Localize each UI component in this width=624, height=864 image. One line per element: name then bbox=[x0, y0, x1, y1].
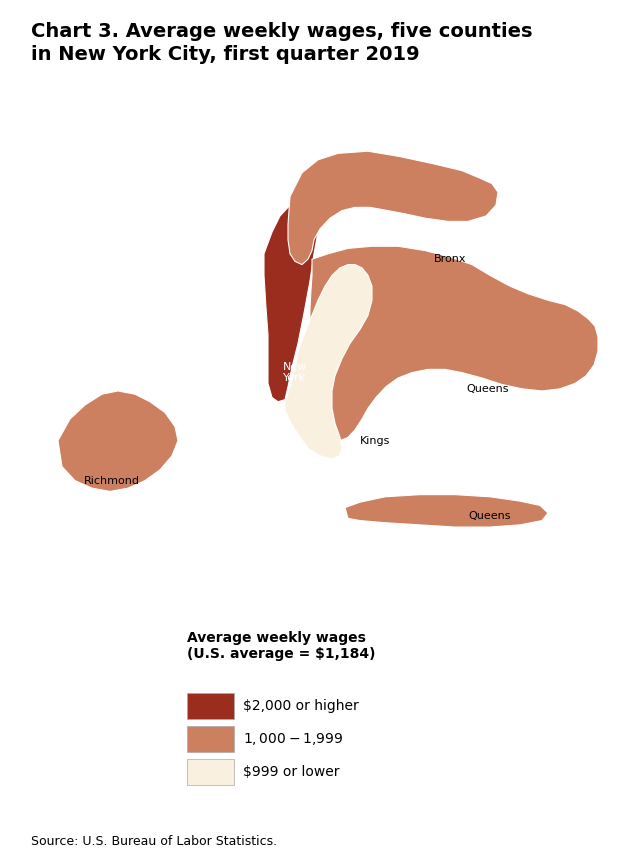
Text: $999 or lower: $999 or lower bbox=[243, 765, 340, 778]
Polygon shape bbox=[58, 391, 178, 492]
Text: Queens: Queens bbox=[469, 511, 511, 521]
Polygon shape bbox=[264, 200, 318, 402]
Text: $1,000 - $1,999: $1,000 - $1,999 bbox=[243, 731, 344, 746]
Polygon shape bbox=[288, 151, 498, 264]
Text: New
York: New York bbox=[283, 362, 307, 384]
Text: Chart 3. Average weekly wages, five counties
in New York City, first quarter 201: Chart 3. Average weekly wages, five coun… bbox=[31, 22, 533, 64]
Text: Kings: Kings bbox=[360, 435, 390, 446]
Text: $2,000 or higher: $2,000 or higher bbox=[243, 699, 359, 713]
Polygon shape bbox=[285, 264, 372, 459]
Text: Average weekly wages
(U.S. average = $1,184): Average weekly wages (U.S. average = $1,… bbox=[187, 631, 376, 661]
Text: Queens: Queens bbox=[467, 384, 509, 394]
Polygon shape bbox=[310, 246, 598, 441]
Text: Source: U.S. Bureau of Labor Statistics.: Source: U.S. Bureau of Labor Statistics. bbox=[31, 835, 277, 848]
Text: Bronx: Bronx bbox=[434, 254, 466, 264]
Text: Richmond: Richmond bbox=[84, 475, 140, 486]
Polygon shape bbox=[345, 494, 548, 527]
